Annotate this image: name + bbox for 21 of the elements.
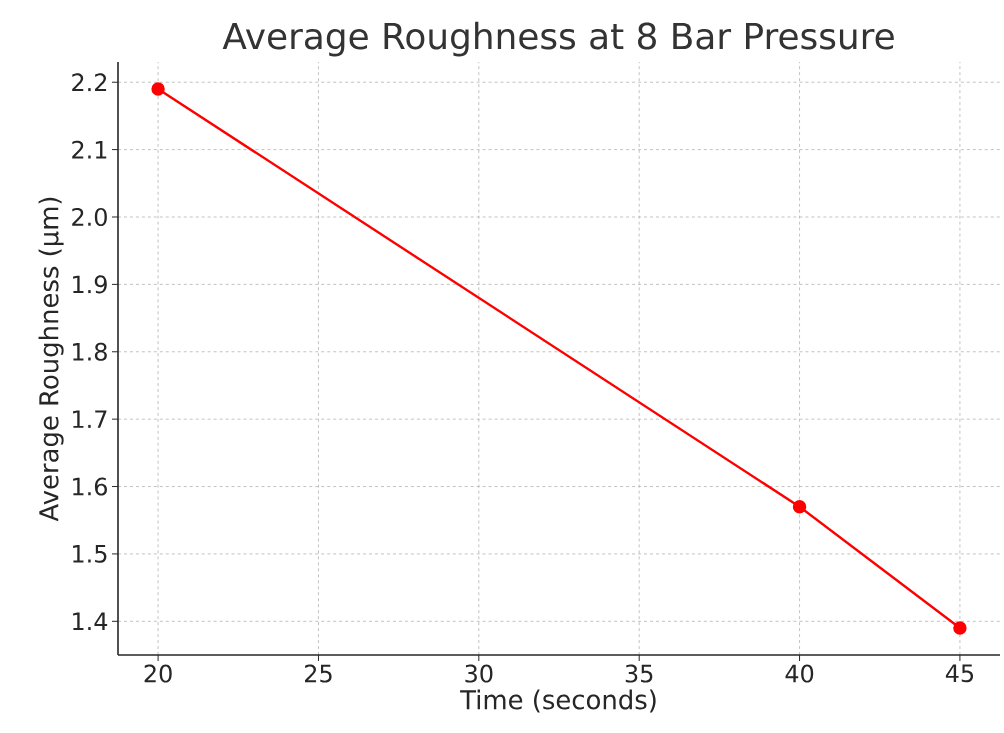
x-tick-label: 20 — [144, 664, 172, 683]
y-tick-label: 1.4 — [73, 612, 108, 631]
y-tick-label: 1.5 — [73, 545, 107, 563]
x-tick-label: 40 — [785, 664, 814, 683]
x-tick-label: 45 — [945, 664, 974, 683]
point — [792, 500, 807, 514]
point — [151, 82, 165, 96]
y-tick-label: 2.1 — [72, 140, 107, 159]
x-tick-label: 30 — [465, 664, 493, 683]
y-tick-label: 1.7 — [73, 410, 107, 428]
y-tick-label: 2.2 — [72, 73, 107, 92]
y-tick-label: 1.8 — [73, 342, 107, 361]
y-tick-label: 1.9 — [73, 275, 107, 294]
x-axis-title: Time (seconds) — [460, 689, 656, 713]
y-tick-label: 1.6 — [73, 477, 107, 496]
y-axis-title: Average Roughness (µm) — [38, 197, 64, 522]
point — [953, 621, 967, 635]
chart-title: Average Roughness at 8 Bar Pressure — [222, 21, 894, 57]
y-tick-label: 2.0 — [72, 207, 107, 227]
x-tick-label: 25 — [304, 664, 332, 683]
x-tick-label: 35 — [625, 664, 653, 683]
